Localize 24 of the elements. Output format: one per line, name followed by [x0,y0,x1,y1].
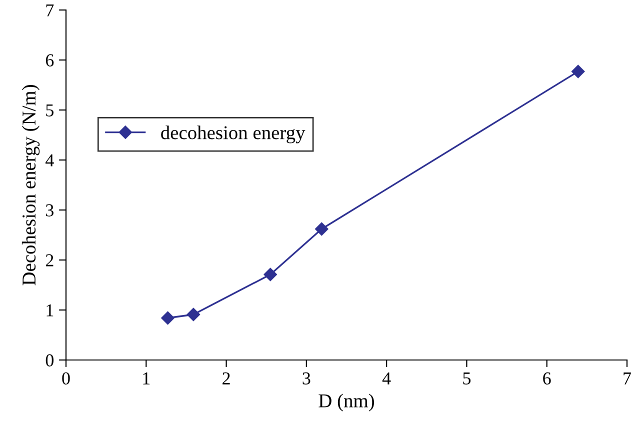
x-axis-title: D (nm) [318,394,374,412]
legend-label: decohesion energy [161,126,306,144]
y-tick-label: 0 [46,354,54,366]
y-tick-label: 1 [46,304,54,316]
point [161,311,174,325]
point [315,222,328,236]
y-tick-label: 6 [46,54,54,66]
x-tick-label: 5 [463,372,471,385]
point [264,268,277,282]
y-axis-title: Decohesion energy (N/m) [22,85,40,286]
x-tick-label: 2 [222,372,230,384]
point [572,64,585,78]
y-tick-label: 3 [46,204,54,216]
y-tick-label: 2 [46,254,54,266]
x-tick-label: 4 [382,372,391,384]
point [186,308,200,322]
x-tick-label: 0 [62,372,70,385]
y-tick-label: 4 [46,154,54,166]
y-tick-label: 7 [46,4,54,16]
x-tick-label: 7 [624,372,631,384]
x-tick-label: 3 [302,372,310,385]
x-tick-label: 1 [143,372,150,384]
y-tick-label: 5 [46,104,54,116]
x-tick-label: 6 [543,372,551,385]
